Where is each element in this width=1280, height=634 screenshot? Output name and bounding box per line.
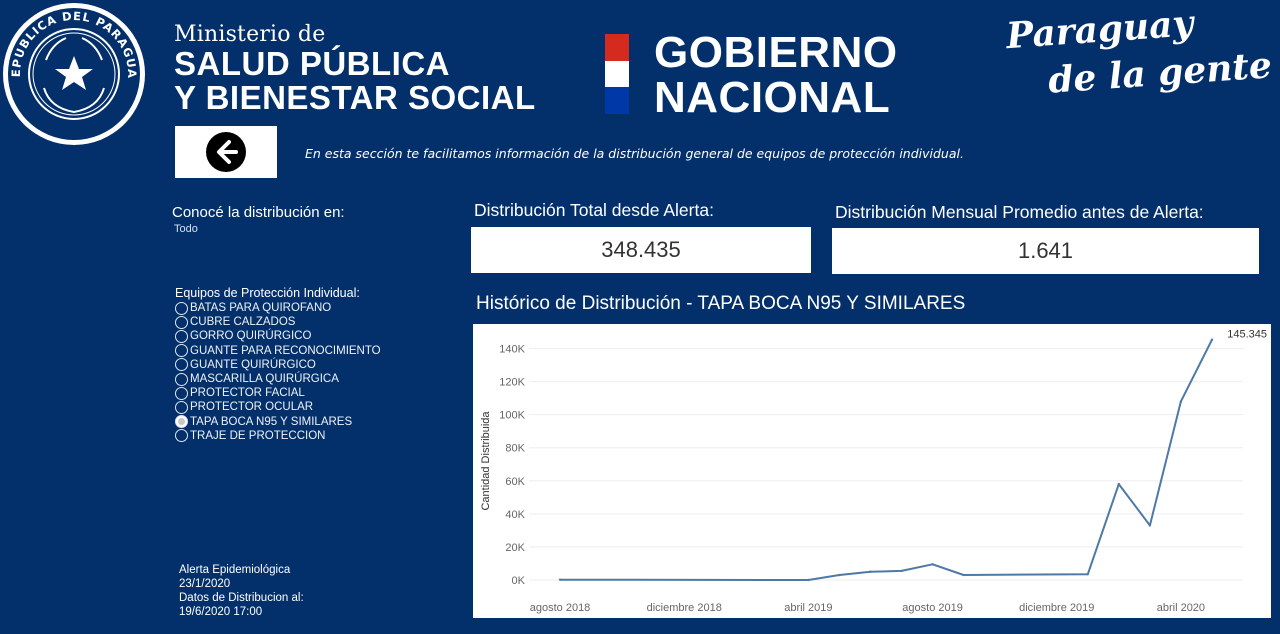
gobierno-line1: GOBIERNO	[654, 28, 898, 77]
total-distribution-label: Distribución Total desde Alerta:	[474, 200, 714, 220]
data-point	[1179, 400, 1183, 403]
monthly-average-value: 1.641	[832, 228, 1259, 274]
epi-option[interactable]: PROTECTOR OCULAR	[175, 400, 381, 414]
epi-list-title: Equipos de Protección Individual:	[175, 286, 360, 300]
data-point	[1210, 338, 1214, 341]
data-point	[869, 570, 872, 573]
epi-option[interactable]: PROTECTOR FACIAL	[175, 386, 381, 400]
epi-option[interactable]: MASCARILLA QUIRÚRGICA	[175, 372, 381, 386]
epi-option-label: TRAJE DE PROTECCION	[190, 429, 326, 442]
epi-radio-list: BATAS PARA QUIROFANO CUBRE CALZADOS GORRO …	[175, 301, 381, 443]
monthly-average-label: Distribución Mensual Promedio antes de A…	[835, 202, 1204, 222]
x-tick-label: abril 2020	[1157, 602, 1205, 614]
radio-button[interactable]	[175, 315, 188, 329]
epi-option[interactable]: TRAJE DE PROTECCION	[175, 429, 381, 443]
intro-text: En esta sección te facilitamos informaci…	[305, 146, 964, 161]
data-point	[1148, 524, 1152, 527]
epi-option-label: PROTECTOR FACIAL	[190, 387, 305, 400]
slogan-logo: Paraguay de la gente	[1000, 2, 1273, 101]
y-tick-label: 60K	[505, 476, 525, 488]
ministry-line2: SALUD PÚBLICA	[174, 45, 450, 82]
epi-option[interactable]: CUBRE CALZADOS	[175, 315, 381, 329]
paraguay-seal-icon: REPUBLICA DEL PARAGUAY	[0, 0, 145, 145]
y-tick-label: 140K	[499, 344, 525, 356]
paraguay-flag-icon	[605, 34, 629, 114]
data-point	[1117, 482, 1121, 486]
data-point	[962, 573, 965, 577]
back-button[interactable]	[175, 126, 277, 178]
alert-info: Alerta Epidemiológica 23/1/2020 Datos de…	[179, 563, 304, 619]
data-point	[900, 569, 903, 573]
gobierno-nacional-logo: GOBIERNO NACIONAL	[654, 30, 898, 120]
radio-button[interactable]	[175, 301, 188, 315]
slogan-line2: de la gente	[1046, 44, 1274, 102]
data-point	[1086, 573, 1089, 576]
radio-button[interactable]	[175, 386, 188, 400]
x-tick-label: abril 2019	[784, 602, 832, 614]
radio-button[interactable]	[175, 372, 188, 386]
epi-option-label: GUANTE QUIRÚRGICO	[190, 358, 316, 371]
epi-option-label: MASCARILLA QUIRÚRGICA	[190, 373, 339, 386]
radio-button[interactable]	[175, 400, 188, 414]
radio-button[interactable]	[175, 344, 188, 358]
data-label: 145.345	[1227, 329, 1267, 341]
y-tick-label: 40K	[505, 509, 525, 521]
ministry-logo: Ministerio de SALUD PÚBLICA Y BIENESTAR …	[174, 22, 536, 115]
epi-option-label: CUBRE CALZADOS	[190, 316, 296, 329]
x-tick-label: diciembre 2019	[1019, 602, 1094, 614]
y-tick-label: 0K	[512, 575, 526, 587]
x-tick-label: agosto 2018	[530, 602, 591, 614]
data-point	[558, 578, 562, 581]
epi-option[interactable]: BATAS PARA QUIROFANO	[175, 301, 381, 315]
y-tick-label: 100K	[499, 410, 525, 422]
distribution-filter-value[interactable]: Todo	[174, 223, 198, 235]
arrow-left-icon	[206, 132, 246, 172]
x-tick-label: agosto 2019	[902, 602, 963, 614]
epi-option-label: TAPA BOCA N95 Y SIMILARES	[190, 415, 353, 428]
alert-date: 23/1/2020	[179, 578, 231, 590]
data-point	[931, 563, 934, 566]
x-tick-label: diciembre 2018	[647, 602, 722, 614]
radio-button[interactable]	[175, 358, 188, 372]
epi-option[interactable]: TAPA BOCA N95 Y SIMILARES	[175, 415, 381, 429]
chart-title: Histórico de Distribución - TAPA BOCA N9…	[476, 293, 966, 314]
epi-option-label: PROTECTOR OCULAR	[190, 401, 314, 414]
data-point	[807, 578, 810, 582]
y-tick-label: 80K	[505, 443, 525, 455]
data-date: 19/6/2020 17:00	[179, 606, 263, 618]
epi-option-label: BATAS PARA QUIROFANO	[190, 302, 332, 315]
radio-button[interactable]	[175, 429, 188, 443]
data-point	[838, 573, 841, 577]
total-distribution-value: 348.435	[471, 227, 811, 273]
series-line	[559, 339, 1213, 581]
y-tick-label: 120K	[499, 377, 525, 389]
distribution-filter-label: Conocé la distribución en:	[172, 204, 345, 221]
radio-button[interactable]	[175, 415, 188, 429]
epi-option-label: GORRO QUIRÚRGICO	[190, 330, 312, 343]
epi-option-label: GUANTE PARA RECONOCIMIENTO	[190, 344, 381, 357]
epi-option[interactable]: GORRO QUIRÚRGICO	[175, 329, 381, 343]
gobierno-line2: NACIONAL	[654, 73, 891, 122]
ministry-line3: Y BIENESTAR SOCIAL	[174, 79, 536, 116]
y-axis-label: Cantidad Distribuida	[480, 411, 492, 511]
chart-svg: 0K 20K 40K 60K 80K 100K 120K 140K Cantidad Distr…	[480, 329, 1267, 614]
epi-option[interactable]: GUANTE QUIRÚRGICO	[175, 358, 381, 372]
y-tick-label: 20K	[505, 542, 525, 554]
distribution-chart[interactable]: 0K 20K 40K 60K 80K 100K 120K 140K Cantidad Distr…	[473, 324, 1271, 618]
radio-button[interactable]	[175, 329, 188, 343]
epi-option[interactable]: GUANTE PARA RECONOCIMIENTO	[175, 344, 381, 358]
data-date-label: Datos de Distribucion al:	[179, 592, 304, 604]
ministry-line1: Ministerio de	[174, 22, 326, 47]
alert-label: Alerta Epidemiológica	[179, 564, 291, 576]
